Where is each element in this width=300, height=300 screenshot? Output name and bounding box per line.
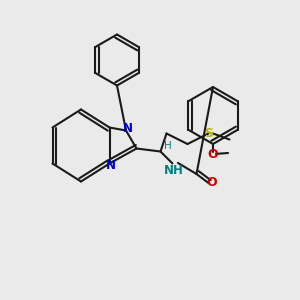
Text: N: N bbox=[106, 159, 116, 172]
Text: N: N bbox=[122, 122, 133, 135]
Text: H: H bbox=[164, 141, 172, 151]
Text: O: O bbox=[207, 176, 218, 190]
Text: O: O bbox=[207, 148, 218, 161]
Text: NH: NH bbox=[164, 164, 184, 178]
Text: S: S bbox=[204, 127, 213, 140]
